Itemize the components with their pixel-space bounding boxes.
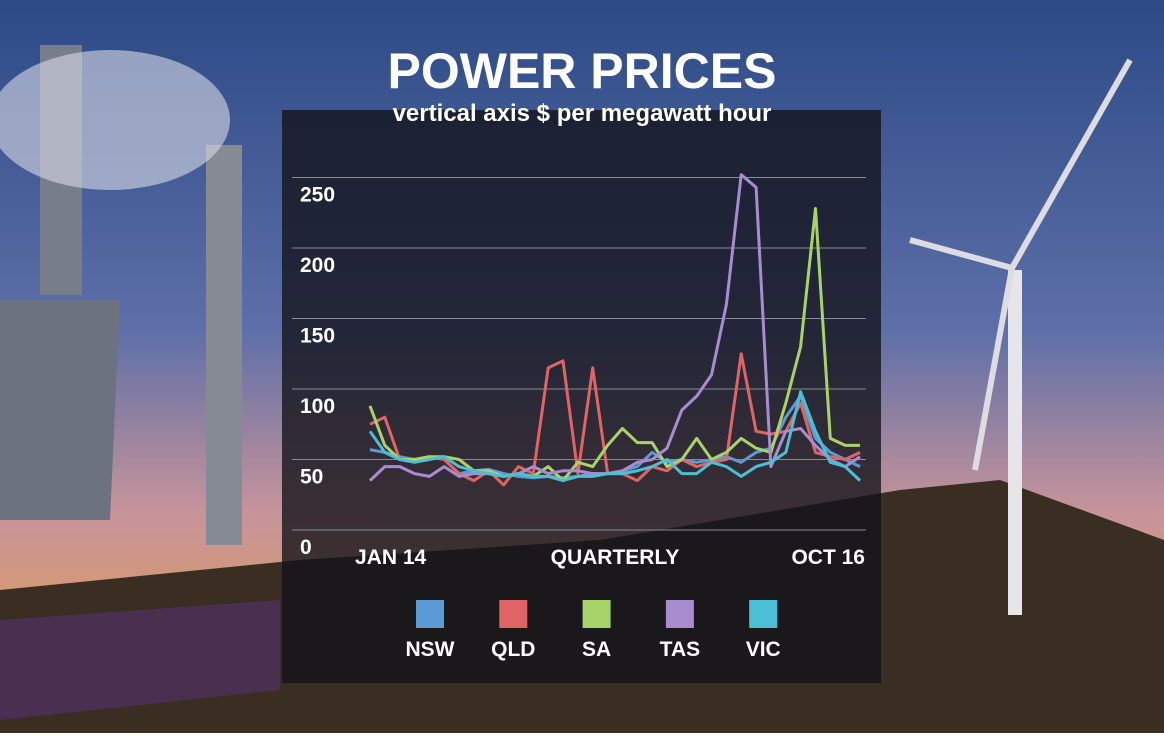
y-tick-label: 250 (300, 184, 335, 207)
y-tick-label: 150 (300, 325, 335, 348)
legend-label: VIC (746, 638, 781, 661)
chart-title: POWER PRICES (388, 43, 777, 99)
y-tick-label: 200 (300, 254, 335, 277)
legend-swatch (749, 600, 778, 628)
y-tick-label: 50 (300, 466, 323, 489)
legend-swatch (416, 600, 444, 628)
legend-swatch (499, 600, 528, 628)
x-axis-label: QUARTERLY (551, 546, 680, 569)
road (0, 600, 280, 720)
turbine-blades (909, 58, 1133, 471)
plot: 0 50 100 150 200 250 JAN 14 OCT 16 NSW QLD SA TAS VI… (292, 173, 866, 661)
x-tick-label: JAN 14 (355, 546, 427, 569)
series-line (368, 207, 860, 483)
steam (0, 50, 230, 190)
y-tick-label: 0 (300, 536, 312, 559)
legend-label: NSW (406, 638, 455, 661)
legend-label: TAS (660, 638, 700, 661)
y-tick-label: 100 (300, 395, 335, 418)
legend-swatch (582, 600, 611, 628)
chart-subtitle: vertical axis $ per megawatt hour (393, 100, 772, 127)
legend-swatch (665, 600, 694, 628)
cooling-tower (0, 300, 120, 520)
chart-panel (282, 110, 881, 683)
turbine-tower (1008, 270, 1022, 615)
series-line (368, 390, 862, 483)
x-tick-label: OCT 16 (791, 546, 865, 569)
chimney (206, 145, 242, 545)
legend-label: QLD (491, 638, 535, 661)
legend-label: SA (582, 638, 611, 661)
